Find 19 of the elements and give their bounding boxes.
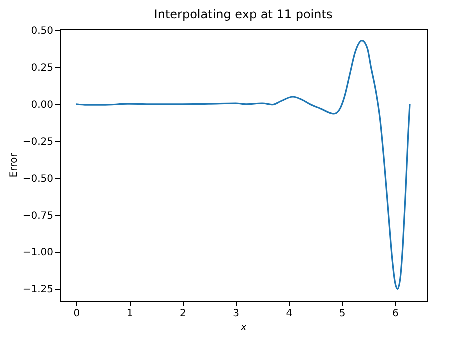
- y-tick-label: 0.00: [31, 100, 54, 111]
- x-tick-label: 4: [286, 308, 293, 320]
- y-tick-label: −0.50: [22, 174, 54, 185]
- y-tick-label: 0.50: [31, 26, 54, 37]
- x-tick-label: 6: [392, 308, 399, 320]
- y-tick-label: −1.25: [22, 284, 54, 296]
- x-tick-label: 5: [339, 308, 346, 320]
- y-tick-label: −0.75: [22, 210, 54, 222]
- x-axis-title: x: [240, 322, 248, 334]
- y-axis-title: Error: [8, 152, 20, 178]
- y-tick-label: −0.25: [22, 136, 54, 148]
- chart-title: Interpolating exp at 11 points: [154, 7, 333, 22]
- y-tick-label: −1.00: [22, 248, 54, 259]
- line-series: [76, 40, 411, 290]
- x-tick-label: 2: [180, 308, 186, 320]
- x-tick-label: 1: [126, 308, 134, 320]
- x-tick-label: 3: [233, 308, 240, 320]
- y-tick-label: 0.25: [31, 62, 54, 74]
- x-tick-label: 0: [74, 308, 80, 320]
